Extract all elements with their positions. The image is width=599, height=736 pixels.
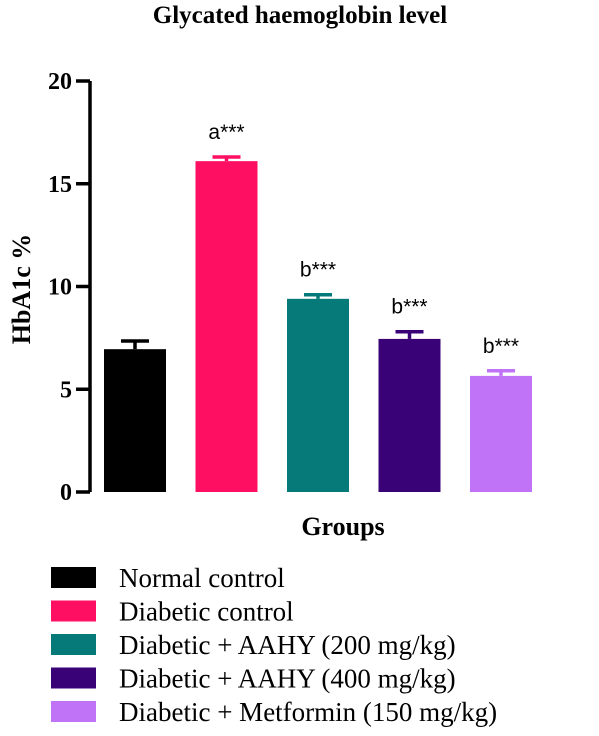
significance-label: b*** [391,296,427,319]
bar [287,298,349,492]
chart-title: Glycated haemoglobin level [153,2,447,29]
bar [378,338,441,492]
x-axis-label: Groups [301,512,384,541]
y-axis-label: HbA1c % [7,234,36,345]
y-tick-label: 15 [48,172,72,198]
legend-item-label: Diabetic + Metformin (150 mg/kg) [119,697,497,727]
legend-item-label: Diabetic + AAHY (200 mg/kg) [119,630,456,660]
y-tick-label: 20 [48,69,72,95]
bars: a*** b*** b*** b*** [104,121,532,492]
y-tick-label: 5 [60,377,72,403]
legend-swatch [51,567,96,588]
legend-swatch [51,600,96,622]
legend-swatch [51,701,96,722]
significance-label: b*** [483,335,519,358]
legend-item-label: Diabetic + AAHY (400 mg/kg) [119,664,456,694]
y-tick-label: 10 [48,275,72,301]
legend-swatch [51,634,96,655]
significance-label: a*** [208,121,244,144]
y-axis: 0 5 10 15 20 [48,69,92,506]
legend-item-label: Diabetic control [119,597,294,627]
legend-swatch [51,667,96,689]
legend-item-label: Normal control [119,563,285,593]
bar [470,375,532,492]
y-tick-label: 0 [60,480,72,506]
bar [104,349,166,492]
significance-label: b*** [300,259,336,282]
bar [195,161,258,492]
